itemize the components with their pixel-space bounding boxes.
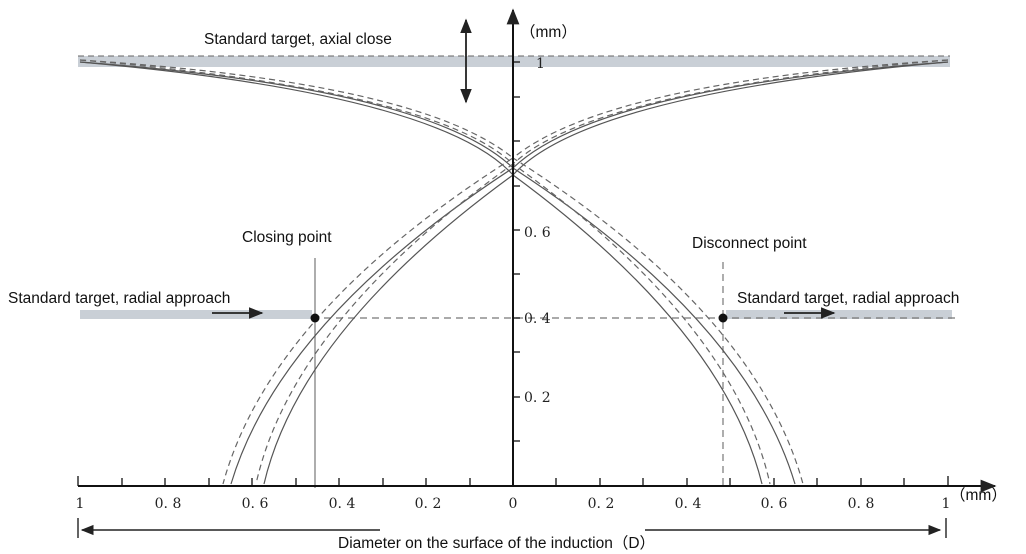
- x-tick-label: 0. 2: [588, 496, 615, 512]
- x-tick-label: 0. 4: [675, 496, 702, 512]
- curve-dashed-right-inner: [512, 59, 949, 485]
- x-tick-label: 0. 6: [761, 496, 788, 512]
- x-tick-label: 0. 4: [329, 496, 356, 512]
- x-tick-label: 0. 8: [155, 496, 182, 512]
- curve-dashed-right-outer: [511, 59, 949, 485]
- y-axis-minor-ticks: [513, 61, 520, 442]
- x-axis-unit-label: （mm）: [950, 487, 1007, 504]
- closing-point-label: Closing point: [242, 229, 332, 246]
- y-axis-unit-label: （mm）: [520, 24, 577, 41]
- x-axis-minor-ticks: [77, 476, 949, 486]
- disconnect-point-label: Disconnect point: [692, 235, 807, 252]
- y-tick-label: 0. 4: [524, 311, 551, 327]
- axial-target-label: Standard target, axial close: [204, 31, 392, 48]
- radial-target-bar-right: [726, 310, 952, 319]
- radial-target-bar-left: [80, 310, 312, 319]
- x-tick-labels: 1 0. 8 0. 6 0. 4 0. 2 0 0. 2 0. 4 0. 6 0…: [76, 496, 951, 512]
- curve-dashed-left-outer: [79, 59, 515, 485]
- y-tick-label: 1: [536, 56, 545, 72]
- y-tick-label: 0. 2: [524, 390, 551, 406]
- x-tick-label: 0: [509, 496, 518, 512]
- closing-point-dot: [310, 313, 320, 323]
- x-tick-label: 1: [942, 496, 951, 512]
- bottom-caption: Diameter on the surface of the induction…: [338, 535, 655, 552]
- curve-solid-left-inner: [79, 61, 514, 485]
- y-tick-label: 0. 6: [524, 225, 551, 241]
- radial-target-label-left: Standard target, radial approach: [8, 290, 230, 307]
- radial-target-label-right: Standard target, radial approach: [737, 290, 959, 307]
- disconnect-point-dot: [718, 313, 728, 323]
- curve-dashed-left-inner: [79, 59, 514, 485]
- x-tick-label: 1: [76, 496, 85, 512]
- y-tick-labels: 0. 2 0. 4 0. 6 1: [524, 56, 551, 406]
- x-tick-label: 0. 8: [848, 496, 875, 512]
- x-tick-label: 0. 6: [242, 496, 269, 512]
- curve-solid-right-outer: [512, 61, 949, 485]
- curve-solid-right-inner: [512, 61, 949, 485]
- x-tick-label: 0. 2: [415, 496, 442, 512]
- curve-solid-left-outer: [79, 61, 514, 485]
